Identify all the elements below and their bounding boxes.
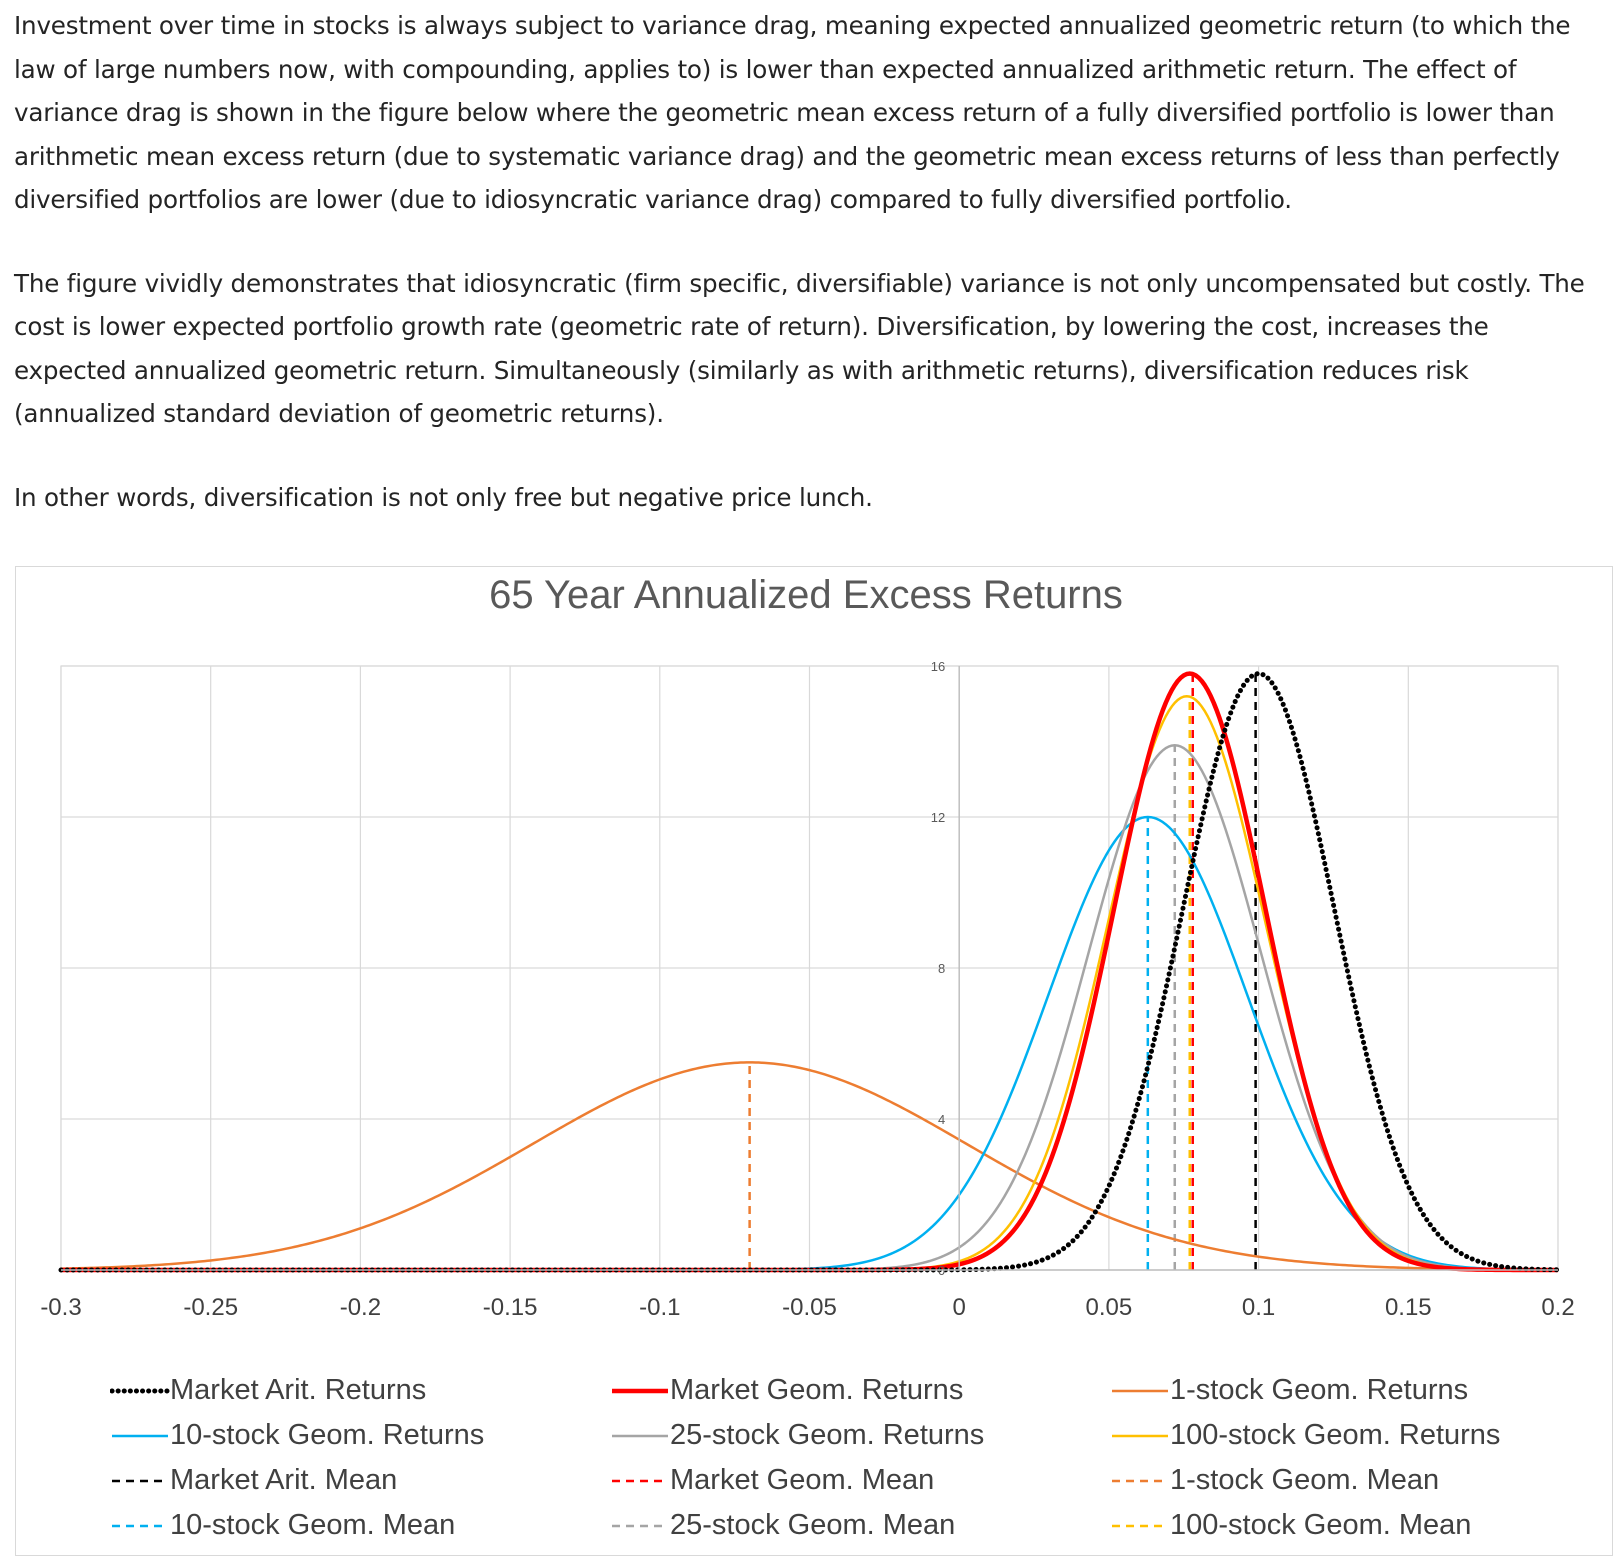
y-tick-label: 12 xyxy=(931,810,945,825)
legend-item: Market Geom. Mean xyxy=(610,1458,1110,1503)
legend-swatch xyxy=(1110,1386,1170,1396)
x-tick-label: 0.1 xyxy=(1242,1294,1275,1321)
legend-item: Market Geom. Returns xyxy=(610,1368,1110,1413)
legend-swatch xyxy=(610,1476,670,1486)
legend-label: Market Geom. Mean xyxy=(670,1464,935,1496)
legend-item: 100-stock Geom. Mean xyxy=(1110,1503,1580,1548)
x-tick-label: -0.2 xyxy=(340,1294,381,1321)
legend-label: 100-stock Geom. Mean xyxy=(1170,1509,1472,1541)
legend-label: 10-stock Geom. Returns xyxy=(170,1419,485,1451)
legend-item: 100-stock Geom. Returns xyxy=(1110,1413,1580,1458)
legend-item: 10-stock Geom. Mean xyxy=(110,1503,610,1548)
legend-swatch xyxy=(610,1431,670,1441)
legend-swatch xyxy=(110,1476,170,1486)
legend-item: 25-stock Geom. Mean xyxy=(610,1503,1110,1548)
x-tick-label: 0 xyxy=(953,1294,966,1321)
legend-swatch xyxy=(110,1386,170,1396)
x-tick-label: -0.3 xyxy=(40,1294,81,1321)
legend-swatch xyxy=(1110,1521,1170,1531)
legend-label: 1-stock Geom. Returns xyxy=(1170,1374,1469,1406)
legend-label: Market Arit. Returns xyxy=(170,1374,427,1406)
chart-frame xyxy=(15,566,1613,1556)
x-tick-label: -0.1 xyxy=(639,1294,680,1321)
x-tick-label: -0.25 xyxy=(183,1294,238,1321)
y-tick-label: 16 xyxy=(931,659,945,674)
chart-title: 65 Year Annualized Excess Returns xyxy=(489,573,1123,617)
chart-mean-lines xyxy=(748,673,1257,1270)
paragraph-negative-price-lunch: In other words, diversification is not o… xyxy=(14,482,873,512)
legend-swatch xyxy=(1110,1431,1170,1441)
y-tick-label: 4 xyxy=(938,1112,945,1127)
paragraph-idiosyncratic-variance: The figure vividly demonstrates that idi… xyxy=(14,268,1585,429)
legend-label: 100-stock Geom. Returns xyxy=(1170,1419,1501,1451)
x-tick-label: 0.05 xyxy=(1086,1294,1133,1321)
paragraph-variance-drag: Investment over time in stocks is always… xyxy=(14,11,1571,214)
article-text: Investment over time in stocks is always… xyxy=(14,4,1604,559)
chart-axes: -0.3 -0.25 -0.2 -0.15 -0.1 -0.05 0 0.05 0.1 0.15 0… xyxy=(40,659,1574,1321)
legend-label: 25-stock Geom. Returns xyxy=(670,1419,985,1451)
legend-swatch xyxy=(110,1521,170,1531)
legend-label: 1-stock Geom. Mean xyxy=(1170,1464,1440,1496)
legend-label: Market Geom. Returns xyxy=(670,1374,964,1406)
x-tick-label: -0.05 xyxy=(782,1294,837,1321)
legend-swatch xyxy=(610,1386,670,1396)
legend-item: Market Arit. Returns xyxy=(110,1368,610,1413)
legend-item: 1-stock Geom. Mean xyxy=(1110,1458,1580,1503)
legend-label: Market Arit. Mean xyxy=(170,1464,398,1496)
legend-label: 10-stock Geom. Mean xyxy=(170,1509,456,1541)
legend-item: 1-stock Geom. Returns xyxy=(1110,1368,1580,1413)
x-tick-label: 0.2 xyxy=(1541,1294,1574,1321)
chart-legend: Market Arit. Returns Market Geom. Returns… xyxy=(110,1368,1580,1548)
y-tick-label: 8 xyxy=(938,961,945,976)
chart-gridlines xyxy=(60,665,1559,1271)
legend-swatch xyxy=(610,1521,670,1531)
x-tick-label: -0.15 xyxy=(483,1294,538,1321)
legend-item: 10-stock Geom. Returns xyxy=(110,1413,610,1458)
legend-label: 25-stock Geom. Mean xyxy=(670,1509,956,1541)
legend-item: Market Arit. Mean xyxy=(110,1458,610,1503)
legend-item: 25-stock Geom. Returns xyxy=(610,1413,1110,1458)
legend-swatch xyxy=(110,1431,170,1441)
x-tick-label: 0.15 xyxy=(1385,1294,1432,1321)
legend-swatch xyxy=(1110,1476,1170,1486)
curve-1-stock-geom-returns xyxy=(60,1061,1559,1272)
